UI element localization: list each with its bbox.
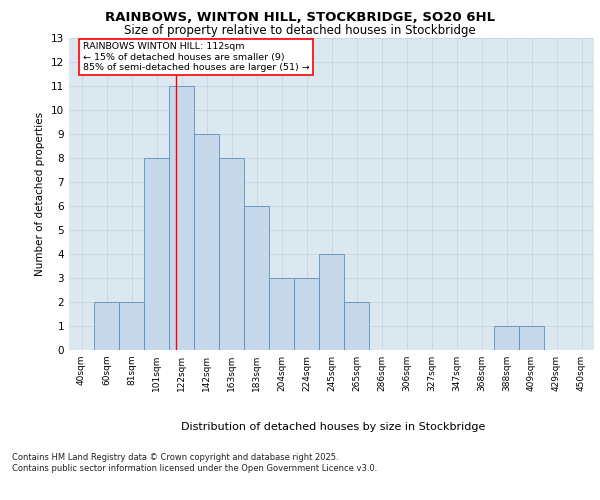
Text: Size of property relative to detached houses in Stockbridge: Size of property relative to detached ho… bbox=[124, 24, 476, 37]
Bar bbox=[94, 302, 119, 350]
Bar bbox=[344, 302, 369, 350]
Bar bbox=[169, 86, 194, 350]
Bar bbox=[119, 302, 144, 350]
Bar bbox=[269, 278, 294, 350]
Bar bbox=[194, 134, 219, 350]
Bar bbox=[519, 326, 544, 350]
Text: Contains public sector information licensed under the Open Government Licence v3: Contains public sector information licen… bbox=[12, 464, 377, 473]
Text: RAINBOWS, WINTON HILL, STOCKBRIDGE, SO20 6HL: RAINBOWS, WINTON HILL, STOCKBRIDGE, SO20… bbox=[105, 11, 495, 24]
Bar bbox=[319, 254, 344, 350]
Bar bbox=[494, 326, 519, 350]
Bar bbox=[144, 158, 169, 350]
Bar bbox=[219, 158, 244, 350]
Text: RAINBOWS WINTON HILL: 112sqm
← 15% of detached houses are smaller (9)
85% of sem: RAINBOWS WINTON HILL: 112sqm ← 15% of de… bbox=[83, 42, 310, 72]
Text: Distribution of detached houses by size in Stockbridge: Distribution of detached houses by size … bbox=[181, 422, 485, 432]
Y-axis label: Number of detached properties: Number of detached properties bbox=[35, 112, 46, 276]
Bar bbox=[244, 206, 269, 350]
Text: Contains HM Land Registry data © Crown copyright and database right 2025.: Contains HM Land Registry data © Crown c… bbox=[12, 452, 338, 462]
Bar bbox=[294, 278, 319, 350]
